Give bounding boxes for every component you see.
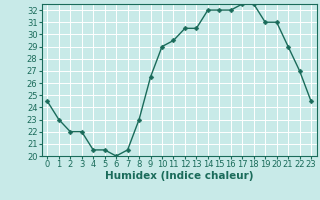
X-axis label: Humidex (Indice chaleur): Humidex (Indice chaleur) bbox=[105, 171, 253, 181]
